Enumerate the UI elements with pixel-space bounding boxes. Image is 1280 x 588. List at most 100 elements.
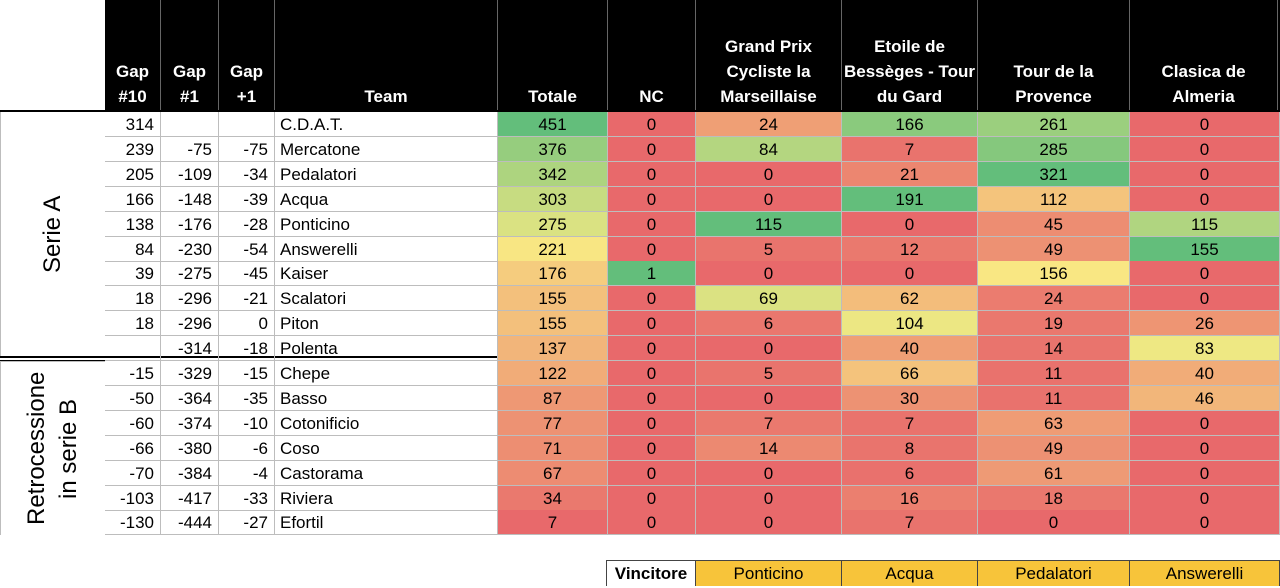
cell-gapplus1: -15 bbox=[219, 361, 275, 386]
cell-team: Basso bbox=[275, 385, 498, 411]
cell-race4: 0 bbox=[1130, 510, 1280, 536]
cell-gapplus1: -10 bbox=[219, 410, 275, 436]
cell-race3: 49 bbox=[978, 435, 1130, 461]
cell-team: Efortil bbox=[275, 510, 498, 536]
cell-race4: 46 bbox=[1130, 385, 1280, 411]
header-team: Team bbox=[275, 0, 498, 110]
cell-gapplus1: -6 bbox=[219, 435, 275, 461]
cell-race3: 18 bbox=[978, 485, 1130, 511]
cell-nc: 0 bbox=[608, 460, 696, 486]
cell-race3: 19 bbox=[978, 311, 1130, 337]
cell-race2: 0 bbox=[842, 211, 978, 237]
cell-totale: 71 bbox=[498, 435, 608, 461]
cell-gapplus1: -27 bbox=[219, 510, 275, 536]
cell-race1: 0 bbox=[696, 161, 842, 187]
cell-team: Ponticino bbox=[275, 211, 498, 237]
cell-race2: 66 bbox=[842, 361, 978, 386]
cell-totale: 303 bbox=[498, 186, 608, 212]
cell-gap10: -60 bbox=[105, 410, 161, 436]
header-totale: Totale bbox=[498, 0, 608, 110]
cell-race3: 285 bbox=[978, 136, 1130, 162]
cell-race1: 14 bbox=[696, 435, 842, 461]
cell-gap1: -75 bbox=[161, 136, 219, 162]
cell-race3: 261 bbox=[978, 112, 1130, 137]
cell-gap10: 138 bbox=[105, 211, 161, 237]
cell-race2: 191 bbox=[842, 186, 978, 212]
cell-team: Polenta bbox=[275, 336, 498, 362]
winner-label: Vincitore bbox=[606, 560, 696, 586]
cell-totale: 137 bbox=[498, 336, 608, 362]
cell-race3: 61 bbox=[978, 460, 1130, 486]
cell-nc: 0 bbox=[608, 211, 696, 237]
cell-race3: 0 bbox=[978, 510, 1130, 536]
cell-team: Coso bbox=[275, 435, 498, 461]
cell-nc: 0 bbox=[608, 435, 696, 461]
cell-gap10: 84 bbox=[105, 236, 161, 262]
cell-race2: 12 bbox=[842, 236, 978, 262]
cell-race4: 83 bbox=[1130, 336, 1280, 362]
cell-race1: 0 bbox=[696, 460, 842, 486]
cell-race4: 0 bbox=[1130, 261, 1280, 287]
cell-race1: 0 bbox=[696, 336, 842, 362]
cell-race1: 115 bbox=[696, 211, 842, 237]
header-race3: Tour de la Provence bbox=[978, 0, 1130, 110]
cell-race1: 5 bbox=[696, 236, 842, 262]
cell-gap1: -329 bbox=[161, 361, 219, 386]
cell-gapplus1: -34 bbox=[219, 161, 275, 187]
cell-team: Piton bbox=[275, 311, 498, 337]
cell-race4: 26 bbox=[1130, 311, 1280, 337]
cell-race1: 0 bbox=[696, 186, 842, 212]
cell-totale: 342 bbox=[498, 161, 608, 187]
cell-team: Acqua bbox=[275, 186, 498, 212]
cell-gapplus1: 0 bbox=[219, 311, 275, 337]
header-gap10: Gap #10 bbox=[105, 0, 161, 110]
header-nc: NC bbox=[608, 0, 696, 110]
cell-race4: 155 bbox=[1130, 236, 1280, 262]
cell-race4: 40 bbox=[1130, 361, 1280, 386]
cell-team: Answerelli bbox=[275, 236, 498, 262]
cell-nc: 0 bbox=[608, 361, 696, 386]
cell-totale: 7 bbox=[498, 510, 608, 536]
cell-race2: 6 bbox=[842, 460, 978, 486]
cell-gap1 bbox=[161, 112, 219, 137]
cell-gap10: 39 bbox=[105, 261, 161, 287]
cell-totale: 34 bbox=[498, 485, 608, 511]
cell-team: Mercatone bbox=[275, 136, 498, 162]
cell-race4: 0 bbox=[1130, 161, 1280, 187]
cell-totale: 376 bbox=[498, 136, 608, 162]
cell-race3: 14 bbox=[978, 336, 1130, 362]
cell-race3: 11 bbox=[978, 385, 1130, 411]
cell-race3: 321 bbox=[978, 161, 1130, 187]
cell-gap10: -15 bbox=[105, 361, 161, 386]
cell-race1: 84 bbox=[696, 136, 842, 162]
cell-gap10: -70 bbox=[105, 460, 161, 486]
cell-gap1: -176 bbox=[161, 211, 219, 237]
cell-nc: 0 bbox=[608, 336, 696, 362]
header-gap1: Gap #1 bbox=[161, 0, 219, 110]
cell-team: Pedalatori bbox=[275, 161, 498, 187]
cell-gapplus1: -75 bbox=[219, 136, 275, 162]
cell-gap10: -130 bbox=[105, 510, 161, 536]
cell-gap1: -444 bbox=[161, 510, 219, 536]
cell-gapplus1: -18 bbox=[219, 336, 275, 362]
cell-race1: 5 bbox=[696, 361, 842, 386]
cell-gap1: -275 bbox=[161, 261, 219, 287]
cell-gap10: -50 bbox=[105, 385, 161, 411]
cell-totale: 451 bbox=[498, 112, 608, 137]
cell-race1: 7 bbox=[696, 410, 842, 436]
cell-race4: 0 bbox=[1130, 485, 1280, 511]
cell-gap10: 205 bbox=[105, 161, 161, 187]
header-race1: Grand Prix Cycliste la Marseillaise bbox=[696, 0, 842, 110]
cell-race2: 166 bbox=[842, 112, 978, 137]
cell-race4: 0 bbox=[1130, 286, 1280, 312]
cell-gapplus1: -33 bbox=[219, 485, 275, 511]
cell-race3: 63 bbox=[978, 410, 1130, 436]
cell-race1: 6 bbox=[696, 311, 842, 337]
cell-gap10: 18 bbox=[105, 286, 161, 312]
cell-gapplus1: -45 bbox=[219, 261, 275, 287]
cell-race2: 7 bbox=[842, 410, 978, 436]
cell-gapplus1 bbox=[219, 112, 275, 137]
cell-totale: 67 bbox=[498, 460, 608, 486]
cell-gap10: -66 bbox=[105, 435, 161, 461]
cell-gap1: -417 bbox=[161, 485, 219, 511]
